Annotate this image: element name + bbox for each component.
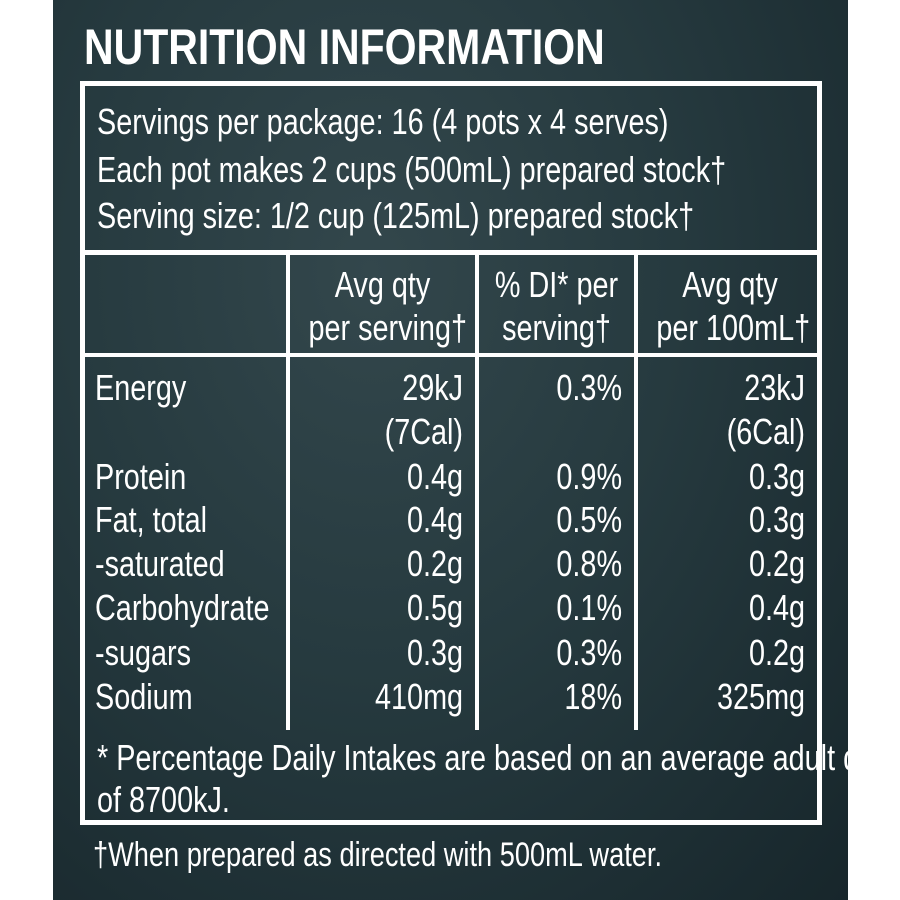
nutrient-name: -saturated [95, 543, 225, 584]
per-serving-value: 0.3g [406, 632, 463, 673]
column-divider [286, 250, 290, 730]
nutrient-name: Carbohydrate [95, 587, 270, 628]
column-header: serving† [502, 307, 611, 348]
per-serving-value: 410mg [374, 676, 463, 717]
divider [80, 353, 822, 357]
column-header: per 100mL† [656, 307, 811, 348]
per-100ml-value: 0.3g [748, 499, 805, 540]
footnote-line: * Percentage Daily Intakes are based on … [97, 737, 890, 778]
daily-intake-value: 0.1% [556, 587, 622, 628]
per-100ml-value: 325mg [716, 676, 805, 717]
nutrient-name: Energy [95, 367, 187, 408]
daily-intake-value: 0.8% [556, 543, 622, 584]
column-header: Avg qty [334, 264, 431, 305]
nutrient-name: Fat, total [95, 499, 208, 540]
per-100ml-value: 23kJ [744, 367, 805, 408]
column-header: Avg qty [682, 264, 778, 305]
per-100ml-value: 0.2g [748, 543, 805, 584]
per-100ml-value: 0.4g [748, 587, 805, 628]
per-serving-value: 0.4g [406, 499, 463, 540]
servings-line: Serving size: 1/2 cup (125mL) prepared s… [97, 195, 695, 236]
column-header: per serving† [308, 307, 467, 348]
per-100ml-value: 0.3g [748, 456, 805, 497]
label-title: NUTRITION INFORMATION [84, 19, 605, 75]
column-divider [475, 250, 479, 730]
per-serving-value: 29kJ [402, 367, 463, 408]
nutrient-name: Sodium [95, 676, 193, 717]
label-background [53, 0, 848, 900]
divider [80, 250, 822, 255]
per-100ml-sub-value: (6Cal) [726, 411, 805, 452]
per-serving-value: 0.5g [406, 587, 463, 628]
servings-line: Each pot makes 2 cups (500mL) prepared s… [97, 149, 727, 190]
per-serving-sub-value: (7Cal) [384, 411, 463, 452]
daily-intake-value: 0.5% [556, 499, 622, 540]
footnote-line: of 8700kJ. [97, 779, 230, 820]
daily-intake-value: 0.9% [556, 456, 622, 497]
per-100ml-value: 0.2g [748, 632, 805, 673]
nutrient-name: -sugars [95, 632, 192, 673]
column-divider [634, 250, 638, 730]
dagger-note: †When prepared as directed with 500mL wa… [93, 836, 662, 874]
nutrition-table-border [80, 81, 822, 825]
daily-intake-value: 0.3% [556, 632, 622, 673]
servings-line: Servings per package: 16 (4 pots x 4 ser… [97, 101, 669, 142]
per-serving-value: 0.4g [406, 456, 463, 497]
daily-intake-value: 0.3% [556, 367, 622, 408]
column-header: % DI* per [494, 264, 619, 305]
per-serving-value: 0.2g [406, 543, 463, 584]
daily-intake-value: 18% [564, 676, 622, 717]
nutrient-name: Protein [95, 456, 187, 497]
